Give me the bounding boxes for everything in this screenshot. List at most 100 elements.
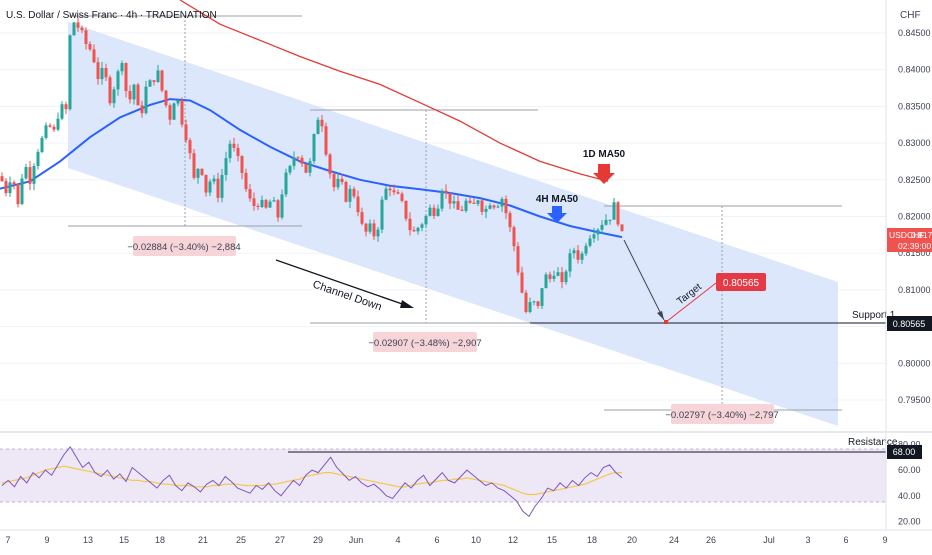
projection-line	[623, 239, 665, 321]
candle-body	[548, 274, 552, 279]
symbol-title[interactable]: U.S. Dollar / Swiss Franc · 4h · TRADENA…	[6, 10, 217, 21]
candle-body	[276, 200, 280, 218]
candle-body	[516, 246, 520, 273]
candle-body	[592, 234, 596, 239]
candle-body	[308, 161, 312, 173]
candle-body	[0, 176, 4, 182]
candle-body	[412, 230, 416, 232]
rsi-tick-label: 40.00	[898, 491, 921, 501]
candle-body	[552, 275, 556, 279]
rsi-tick-label: 60.00	[898, 465, 921, 475]
candle-body	[504, 198, 508, 214]
price-tick-label: 0.81500	[898, 248, 931, 258]
candle-body	[64, 104, 68, 110]
candle-body	[148, 80, 152, 87]
candle-body	[132, 84, 136, 100]
candle-body	[140, 105, 144, 114]
candle-body	[252, 198, 256, 206]
candle-body	[312, 134, 316, 162]
support-price-text: 0.80565	[893, 319, 926, 329]
candle-body	[528, 302, 532, 312]
candle-body	[620, 224, 624, 232]
target-price-text: 0.80565	[723, 278, 760, 289]
candle-body	[376, 229, 380, 237]
candle-body	[68, 35, 72, 110]
candle-body	[524, 292, 528, 312]
candle-body	[48, 125, 52, 127]
resistance-value-tag: 68.00	[887, 445, 922, 459]
price-axis[interactable]: 0.84500 0.84000 0.83500 0.83000 0.82500 0.820…	[898, 28, 931, 405]
measure-box-2: −0.02907 (−3.48%) −2,907	[368, 332, 482, 352]
candle-body	[540, 288, 544, 306]
time-tick-label: 21	[198, 535, 208, 545]
candle-body	[256, 205, 260, 207]
ma-4h-down-arrow-icon	[547, 206, 567, 223]
candle-body	[192, 153, 196, 178]
candle-body	[564, 271, 568, 283]
measure-1-text: −0.02884 (−3.40%) −2,884	[127, 242, 240, 253]
candle-body	[448, 192, 452, 204]
candle-body	[264, 199, 268, 208]
candle-body	[348, 188, 352, 202]
time-axis[interactable]: 7 9 13 15 18 21 25 27 29 Jun 4 6 10 12 15 18 20 24 26 Jul 3 6…	[5, 535, 887, 545]
candle-body	[244, 172, 248, 190]
candle-body	[396, 192, 400, 194]
candle-body	[380, 199, 384, 230]
candle-body	[576, 250, 580, 260]
candle-body	[456, 201, 460, 210]
time-tick-label: 6	[434, 535, 439, 545]
candle-body	[300, 157, 304, 164]
time-tick-label: 18	[587, 535, 597, 545]
candle-body	[16, 184, 20, 205]
candle-body	[604, 219, 608, 225]
candle-body	[392, 190, 396, 193]
candle-body	[168, 105, 172, 120]
candle-body	[236, 147, 240, 156]
candle-body	[420, 224, 424, 228]
candle-body	[296, 157, 300, 159]
candle-body	[288, 165, 292, 173]
candle-body	[520, 272, 524, 293]
candle-body	[492, 205, 496, 208]
time-tick-label: 6	[843, 535, 848, 545]
candle-body	[164, 90, 168, 106]
price-tick-label: 0.84500	[898, 28, 931, 38]
ma-1d-line	[179, 0, 609, 182]
candle-body	[340, 178, 344, 182]
candle-body	[76, 22, 80, 28]
candle-body	[156, 70, 160, 82]
candle-body	[92, 49, 96, 63]
candle-body	[336, 178, 340, 188]
time-tick-label: 25	[236, 535, 246, 545]
candle-body	[352, 188, 356, 197]
candle-body	[248, 189, 252, 199]
candle-body	[584, 245, 588, 254]
candle-body	[88, 44, 92, 50]
candle-body	[52, 126, 56, 130]
candle-body	[600, 224, 604, 230]
time-tick-label: 9	[882, 535, 887, 545]
ma-4h-line	[0, 98, 623, 239]
candle-body	[360, 212, 364, 224]
candle-body	[196, 168, 200, 178]
candle-body	[332, 173, 336, 188]
price-tick-label: 0.81000	[898, 285, 931, 295]
candle-body	[500, 198, 504, 207]
candle-body	[152, 80, 156, 82]
candle-body	[32, 166, 36, 184]
time-tick-label: 7	[5, 535, 10, 545]
candle-body	[24, 167, 28, 179]
measure-3-text: −0.02797 (−3.40%) −2,797	[665, 410, 778, 421]
candle-body	[184, 124, 188, 141]
projection-arrowhead	[657, 311, 664, 320]
measure-2-text: −0.02907 (−3.48%) −2,907	[368, 338, 481, 349]
time-tick-label: 18	[155, 535, 165, 545]
time-tick-label: 13	[83, 535, 93, 545]
support-price-tag: 0.80565	[887, 316, 932, 331]
candle-body	[544, 274, 548, 289]
time-tick-label: 9	[44, 535, 49, 545]
candle-body	[320, 119, 324, 127]
time-tick-label: 15	[547, 535, 557, 545]
